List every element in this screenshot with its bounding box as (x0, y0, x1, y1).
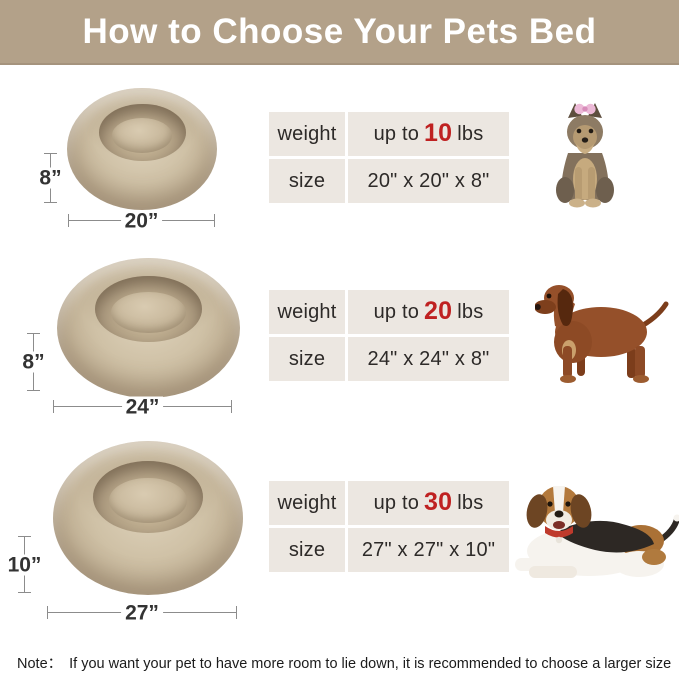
size-row-value: 24" x 24" x 8" (348, 337, 509, 381)
size-row-label: size (269, 528, 345, 572)
weight-row-value: up to 10 lbs (348, 112, 509, 156)
pet-bed-large-image (53, 441, 243, 595)
bed-height-label: 8” (18, 351, 49, 373)
weight-row-label: weight (269, 290, 345, 334)
width-dimension-line: 20” (68, 210, 215, 231)
size-row-label: size (269, 337, 345, 381)
bed-cushion (109, 478, 187, 524)
bed-crater (95, 276, 202, 342)
size-row-label: size (269, 159, 345, 203)
page-title: How to Choose Your Pets Bed (82, 11, 597, 51)
spec-table-small: weight up to 10 lbs size 20" x 20" x 8" (269, 112, 509, 203)
weight-limit-number: 30 (424, 487, 453, 516)
pet-bed-medium-image (57, 258, 240, 398)
bed-cushion (111, 291, 186, 333)
yorkshire-terrier-image (552, 101, 618, 213)
header-banner: How to Choose Your Pets Bed (0, 0, 679, 65)
weight-row-value: up to 20 lbs (348, 290, 509, 334)
note-label: Note： (17, 656, 63, 672)
dachshund-image (535, 276, 670, 392)
note-text: If you want your pet to have more room t… (69, 656, 672, 672)
bed-crater (92, 461, 204, 534)
weight-limit-number: 10 (424, 118, 453, 147)
weight-row-value: up to 30 lbs (348, 481, 509, 525)
weight-row-label: weight (269, 481, 345, 525)
weight-limit-number: 20 (424, 296, 453, 325)
height-dimension-line: 8” (35, 153, 66, 203)
bed-cushion (111, 117, 173, 154)
bed-width-label: 24” (121, 396, 164, 417)
size-row-value: 20" x 20" x 8" (348, 159, 509, 203)
size-row-value: 27" x 27" x 10" (348, 528, 509, 572)
width-dimension-line: 24” (53, 396, 232, 417)
spec-table-medium: weight up to 20 lbs size 24" x 24" x 8" (269, 290, 509, 381)
height-dimension-line: 8” (18, 333, 49, 391)
bed-width-label: 20” (120, 210, 163, 231)
footer-note: Note： If you want your pet to have more r… (17, 652, 671, 673)
width-dimension-line: 27” (47, 602, 237, 623)
bed-height-label: 8” (35, 167, 66, 189)
bed-height-label: 10” (3, 554, 46, 575)
bed-crater (98, 103, 186, 162)
beagle-image (501, 479, 679, 585)
bed-width-label: 27” (121, 602, 163, 623)
pet-bed-small-image (67, 88, 217, 210)
height-dimension-line: 10” (3, 536, 46, 593)
spec-table-large: weight up to 30 lbs size 27" x 27" x 10" (269, 481, 509, 572)
weight-row-label: weight (269, 112, 345, 156)
